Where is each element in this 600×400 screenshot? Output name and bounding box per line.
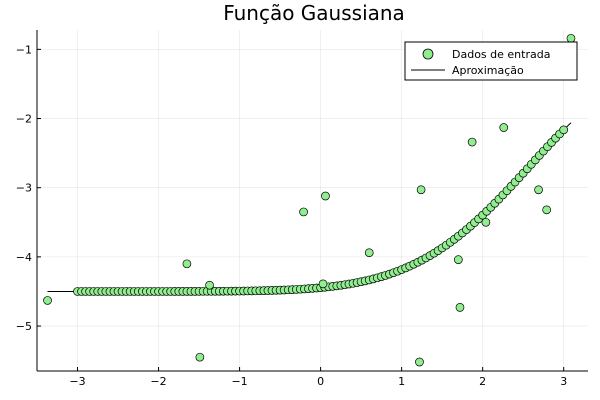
legend-label-line: Aproximação [452, 64, 524, 77]
y-tick-label: −3 [16, 182, 32, 195]
data-point [321, 191, 330, 201]
x-tick-label: 0 [317, 375, 324, 388]
data-point [415, 357, 424, 367]
data-point [299, 207, 308, 217]
y-tick-label: −2 [16, 113, 32, 126]
data-point [318, 279, 328, 289]
grid [37, 30, 588, 371]
data-point [455, 303, 465, 312]
fitted-point [559, 125, 569, 135]
x-tick-label: −2 [150, 375, 166, 388]
data-point [467, 137, 477, 147]
series-points-dados-de-entrada [43, 33, 576, 367]
axes [36, 30, 588, 372]
ticks: −3 −2 −1 0 1 2 3 −5 −4 −3 −2 −1 [16, 43, 567, 388]
legend: Dados de entrada Aproximação [404, 41, 578, 81]
data-point [566, 33, 576, 43]
legend-label-scatter: Dados de entrada [452, 48, 550, 61]
x-tick-label: −3 [69, 375, 85, 388]
data-point [534, 185, 543, 195]
x-tick-label: 2 [479, 375, 486, 388]
data-point [454, 255, 463, 264]
data-point [43, 296, 52, 305]
data-point [364, 248, 374, 258]
data-point [416, 185, 426, 195]
legend-box [404, 41, 578, 81]
y-tick-label: −4 [16, 251, 32, 264]
legend-marker-icon [422, 48, 434, 60]
y-tick-label: −5 [16, 320, 32, 333]
y-tick-label: −1 [16, 43, 32, 56]
x-tick-label: 1 [398, 375, 405, 388]
chart-title: Função Gaussiana [223, 1, 405, 25]
data-point [481, 217, 491, 227]
data-point [542, 205, 552, 215]
x-tick-label: 3 [560, 375, 567, 388]
data-point [499, 123, 509, 132]
x-tick-label: −1 [231, 375, 247, 388]
data-point [195, 352, 205, 362]
data-point [182, 259, 192, 269]
data-point [205, 280, 214, 290]
series-fitted-markers [73, 125, 569, 296]
